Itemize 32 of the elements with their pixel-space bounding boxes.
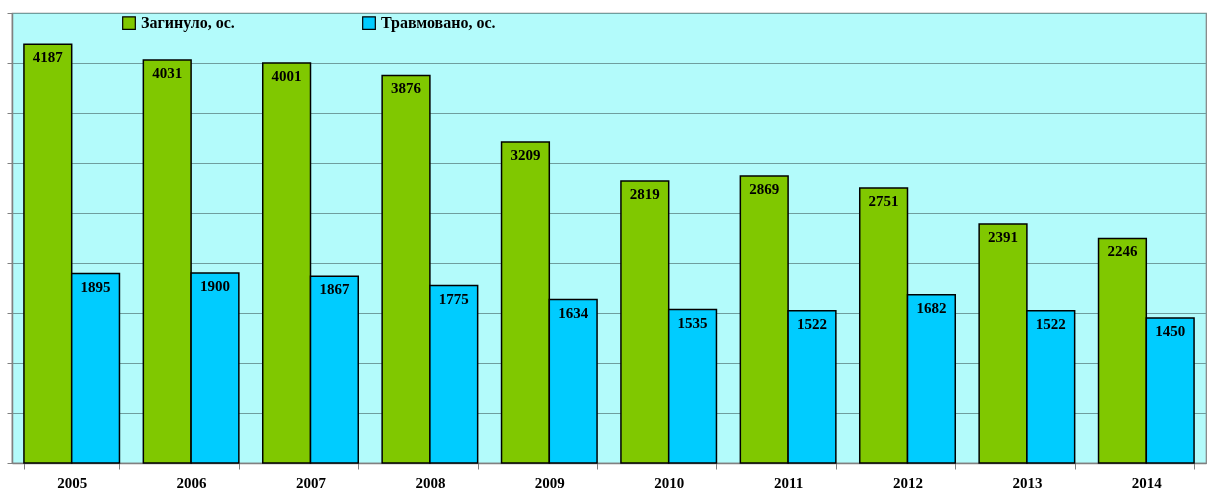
data-label: 1522 (796, 315, 827, 332)
data-label: 1682 (916, 299, 947, 316)
x-tick-label: 2011 (774, 474, 804, 491)
data-label: 1775 (438, 290, 469, 307)
data-label: 2869 (749, 181, 780, 198)
x-tick-label: 2014 (1131, 474, 1163, 491)
data-label: 4001 (271, 67, 302, 84)
data-label: 3876 (391, 80, 422, 97)
x-tick-label: 2005 (57, 474, 88, 491)
x-tick-label: 2010 (654, 474, 685, 491)
data-label: 4031 (152, 64, 183, 81)
x-tick-label: 2007 (296, 474, 327, 491)
data-label: 3209 (510, 147, 541, 164)
data-label: 1867 (319, 281, 350, 298)
data-label: 2246 (1107, 243, 1138, 260)
x-tick-label: 2006 (176, 474, 208, 491)
data-label: 2751 (868, 192, 899, 209)
data-label: 1535 (677, 314, 708, 331)
data-label: 1522 (1035, 315, 1066, 332)
data-label: 1900 (199, 278, 230, 294)
x-tick-label: 2013 (1012, 474, 1043, 491)
data-label: 2819 (629, 186, 660, 203)
x-tick-label: 2009 (534, 474, 565, 491)
legend-label: Загинуло, ос. (141, 14, 235, 33)
data-label: 1895 (80, 278, 111, 295)
data-label: 1450 (1155, 323, 1186, 339)
x-tick-label: 2008 (415, 474, 446, 491)
data-label: 4187 (32, 49, 64, 66)
x-tick-label: 2012 (893, 474, 923, 491)
data-label: 1634 (558, 304, 589, 321)
legend-label: Травмовано, ос. (381, 14, 496, 33)
data-label: 2391 (988, 228, 1019, 245)
